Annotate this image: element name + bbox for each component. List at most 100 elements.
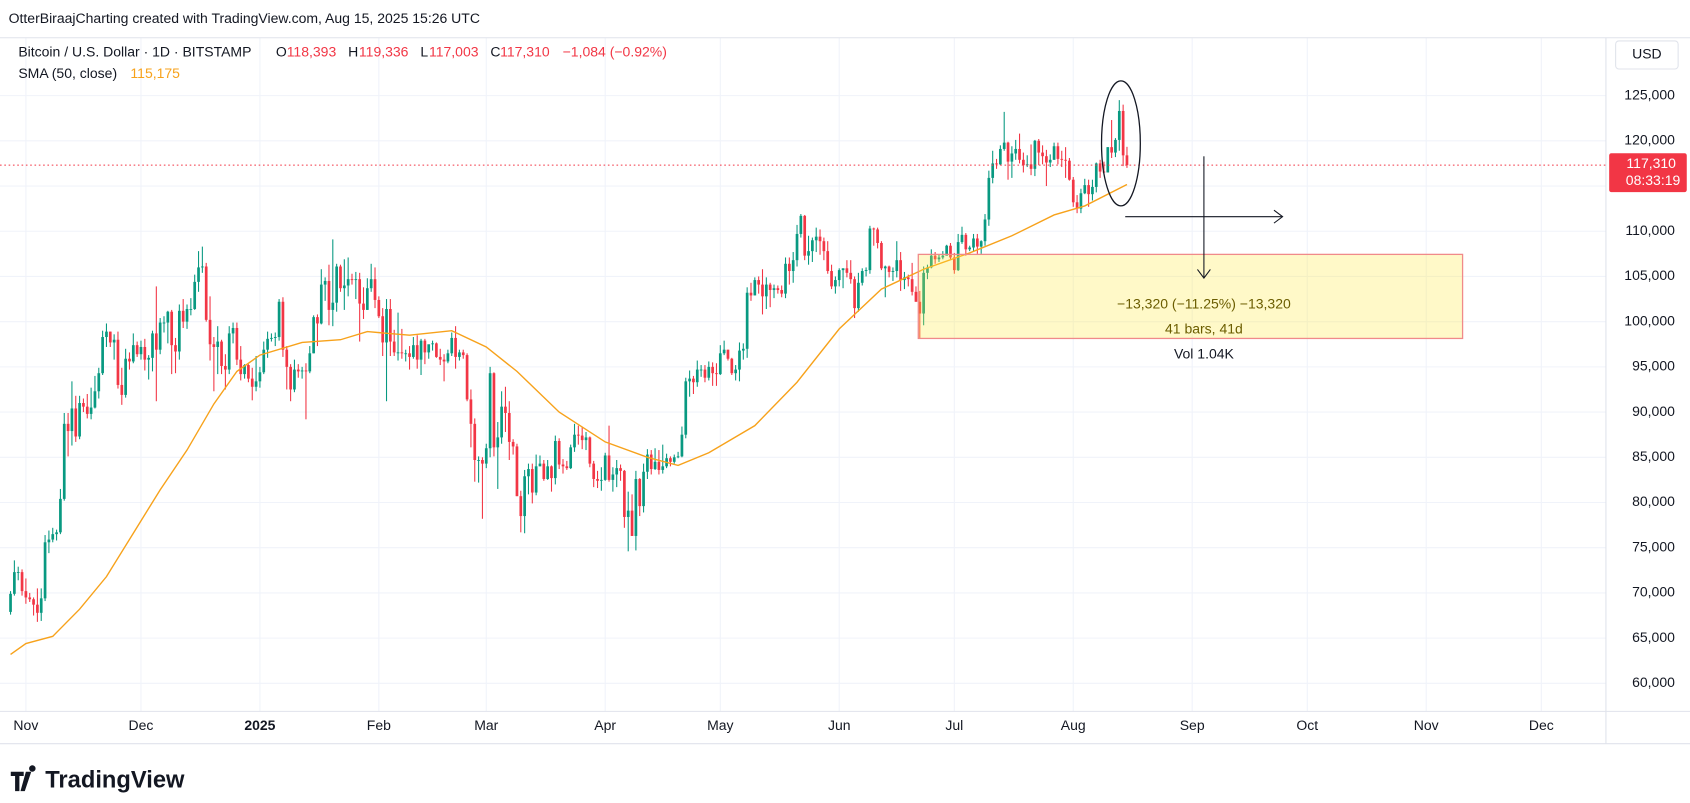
logo: TradingView [10,765,185,794]
candle-body [530,469,534,493]
candle-body [128,358,131,362]
measure-box [917,253,1464,340]
candle-body [764,284,768,297]
candle-body [36,604,39,613]
candle-body [768,284,772,291]
candle-body [1033,140,1037,169]
candle-body [484,448,488,464]
candle-body [319,284,323,324]
candle-body [285,349,289,367]
candle-body [722,349,726,354]
legend-l: 117,003 [429,44,479,60]
candle-body [899,260,902,281]
y-tick-label: 100,000 [1624,312,1675,328]
legend-o: 118,393 [287,44,337,60]
candle-body [780,290,784,294]
candle-body [454,337,457,357]
candle-body [389,309,392,342]
candle-body [738,350,741,370]
candle-body [699,369,703,371]
candle-body [131,345,135,362]
candle-body [277,301,281,338]
candle-body [143,346,147,360]
candle-body [358,279,362,304]
candle-body [726,349,730,359]
candle-body [438,356,442,360]
candle-body [431,343,434,345]
x-tick-label: Jun [828,717,851,733]
candle-body [1075,202,1079,209]
candle-body [39,598,43,613]
candle-body [849,272,853,280]
y-tick-label: 105,000 [1624,267,1675,283]
candle-body [914,291,918,302]
candle-body [300,370,304,372]
candle-body [1098,163,1102,172]
x-tick-label: Mar [474,717,498,733]
candle-body [1064,159,1067,161]
candle-body [16,572,20,573]
candle-body [135,345,139,355]
candle-body [557,441,561,465]
candle-body [880,242,883,269]
x-tick-label: Dec [129,717,154,733]
candle-body [1087,185,1090,195]
candle-body [1052,146,1056,160]
y-tick-label: 120,000 [1624,132,1675,148]
candle-body [1018,148,1021,160]
candle-body [929,255,933,268]
candle-body [680,434,684,457]
sma-name: SMA (50, close) [18,65,117,81]
candle-body [385,309,388,343]
candle-body [857,282,860,309]
candle-body [623,470,626,517]
candle-body [120,384,124,395]
candle-body [239,359,243,375]
x-tick-label: 2025 [244,717,275,733]
candle-body [707,366,711,378]
candle-body [684,381,688,435]
candle-body [342,285,346,289]
candle-body [638,478,642,507]
candle-body [949,245,952,258]
currency-button[interactable] [1615,40,1679,70]
candle-body [619,468,622,471]
candle-body [13,572,16,594]
candle-body [546,466,550,479]
candle-body [331,302,335,310]
candle-body [1091,186,1094,195]
candle-body [952,257,956,271]
candle-body [1106,147,1110,173]
x-tick-label: Aug [1061,717,1086,733]
candle-body [181,310,185,322]
candle-body [323,280,327,285]
candle-body [108,331,112,343]
candle-body [753,280,757,296]
candle-body [941,255,945,258]
sma-value: 115,175 [130,65,180,81]
candle-body [956,242,960,271]
price-tag [1609,153,1687,193]
currency[interactable]: USD [1632,46,1662,62]
candle-body [669,458,672,462]
candle-body [945,245,948,256]
candle-body [373,279,377,300]
candle-body [178,310,181,352]
candle-body [960,234,964,243]
legend-l-label: L [420,44,428,60]
candle-body [692,378,695,383]
candle-body [124,358,127,395]
candle-body [841,268,845,271]
candle-body [335,266,338,303]
candle-body [580,435,584,441]
candle-body [20,572,24,592]
measure-change: −13,320 (−11.25%) −13,320 [1117,296,1291,312]
candle-body [408,353,411,357]
y-tick-label: 60,000 [1632,674,1675,690]
candle-body [584,437,588,441]
legend-c-label: C [490,44,500,60]
candle-body [458,352,461,357]
candle-body [918,301,922,314]
candle-body [481,460,484,464]
